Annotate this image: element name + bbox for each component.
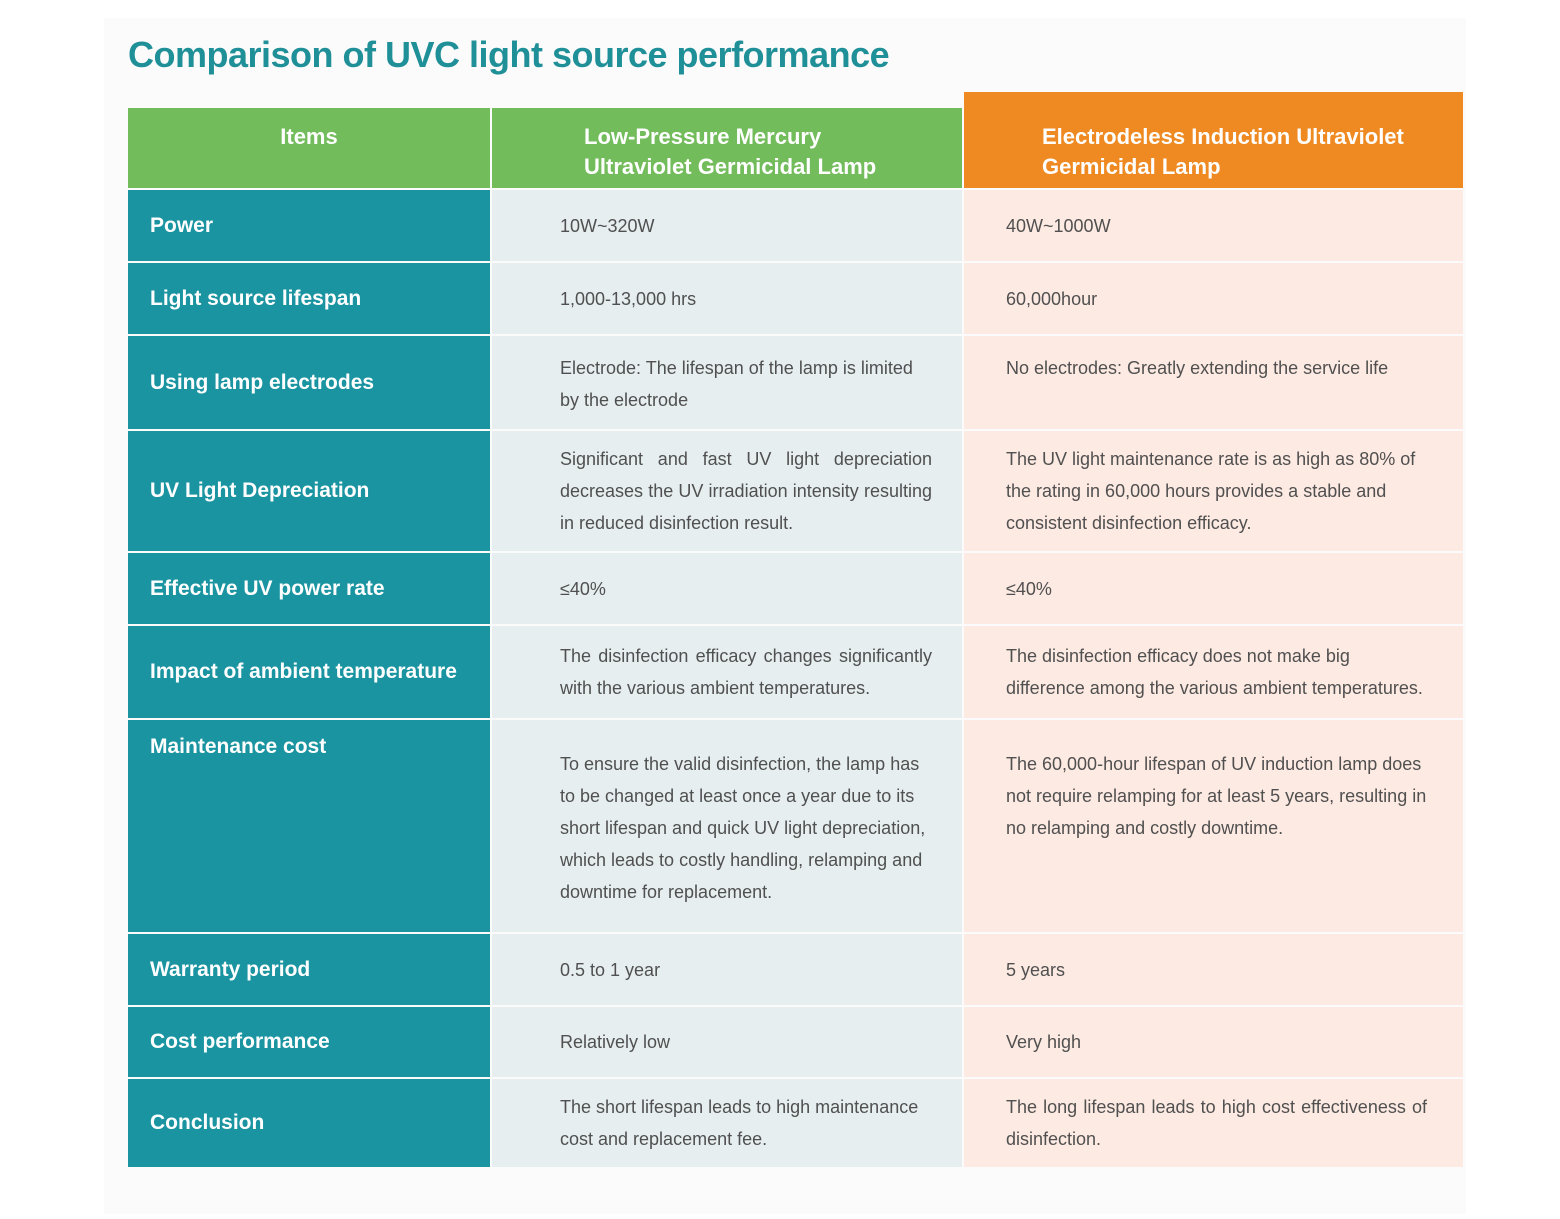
low-pressure-value: Electrode: The lifespan of the lamp is l… (492, 336, 962, 429)
low-pressure-value: ≤40% (492, 553, 962, 624)
low-pressure-value: 10W~320W (492, 190, 962, 261)
header-items-label: Items (280, 124, 338, 149)
electrodeless-value: The long lifespan leads to high cost eff… (964, 1079, 1463, 1167)
row-label: Warranty period (128, 934, 490, 1005)
row-label: Conclusion (128, 1079, 490, 1167)
table-row-warranty: Warranty period 0.5 to 1 year 5 years (128, 934, 1463, 1005)
table-header-row: Items Low-Pressure Mercury Ultraviolet G… (128, 92, 1463, 188)
electrodeless-value: 5 years (964, 934, 1463, 1005)
table-row-uv-depreciation: UV Light Depreciation Significant and fa… (128, 431, 1463, 551)
row-label: Light source lifespan (128, 263, 490, 334)
table-row-cost-performance: Cost performance Relatively low Very hig… (128, 1007, 1463, 1077)
header-items: Items (128, 108, 490, 188)
electrodeless-value: No electrodes: Greatly extending the ser… (964, 336, 1463, 429)
table-row-maintenance-cost: Maintenance cost To ensure the valid dis… (128, 720, 1463, 932)
row-label: Cost performance (128, 1007, 490, 1077)
table-row-electrodes: Using lamp electrodes Electrode: The lif… (128, 336, 1463, 429)
electrodeless-value: The UV light maintenance rate is as high… (964, 431, 1463, 551)
electrodeless-value: 40W~1000W (964, 190, 1463, 261)
electrodeless-value: The disinfection efficacy does not make … (964, 626, 1463, 718)
electrodeless-value: 60,000hour (964, 263, 1463, 334)
electrodeless-value: ≤40% (964, 553, 1463, 624)
table-row-power: Power 10W~320W 40W~1000W (128, 190, 1463, 261)
row-label: Power (128, 190, 490, 261)
electrodeless-value: The 60,000-hour lifespan of UV induction… (964, 720, 1463, 932)
row-label: Using lamp electrodes (128, 336, 490, 429)
row-label: Effective UV power rate (128, 553, 490, 624)
table-row-conclusion: Conclusion The short lifespan leads to h… (128, 1079, 1463, 1167)
row-label: UV Light Depreciation (128, 431, 490, 551)
header-electrodeless-line-2: Germicidal Lamp (1042, 154, 1221, 179)
page-title: Comparison of UVC light source performan… (128, 34, 890, 75)
low-pressure-value: Relatively low (492, 1007, 962, 1077)
row-label: Maintenance cost (128, 720, 490, 932)
electrodeless-value: Very high (964, 1007, 1463, 1077)
low-pressure-value: To ensure the valid disinfection, the la… (492, 720, 962, 932)
low-pressure-value: The disinfection efficacy changes signif… (492, 626, 962, 718)
header-low-pressure-lamp: Low-Pressure Mercury Ultraviolet Germici… (492, 108, 962, 188)
header-electrodeless-lamp: Electrodeless Induction Ultraviolet Germ… (964, 92, 1463, 188)
low-pressure-value: 1,000-13,000 hrs (492, 263, 962, 334)
low-pressure-value: The short lifespan leads to high mainten… (492, 1079, 962, 1167)
table-row-lifespan: Light source lifespan 1,000-13,000 hrs 6… (128, 263, 1463, 334)
comparison-table: Items Low-Pressure Mercury Ultraviolet G… (128, 92, 1463, 1167)
header-low-pressure-line-2: Ultraviolet Germicidal Lamp (584, 154, 877, 179)
header-low-pressure-line-1: Low-Pressure Mercury (584, 124, 822, 149)
low-pressure-value: Significant and fast UV light depreciati… (492, 431, 962, 551)
header-electrodeless-line-1: Electrodeless Induction Ultraviolet (1042, 124, 1404, 149)
row-label: Impact of ambient temperature (128, 626, 490, 718)
low-pressure-value: 0.5 to 1 year (492, 934, 962, 1005)
table-row-uv-power-rate: Effective UV power rate ≤40% ≤40% (128, 553, 1463, 624)
table-row-ambient-temperature: Impact of ambient temperature The disinf… (128, 626, 1463, 718)
